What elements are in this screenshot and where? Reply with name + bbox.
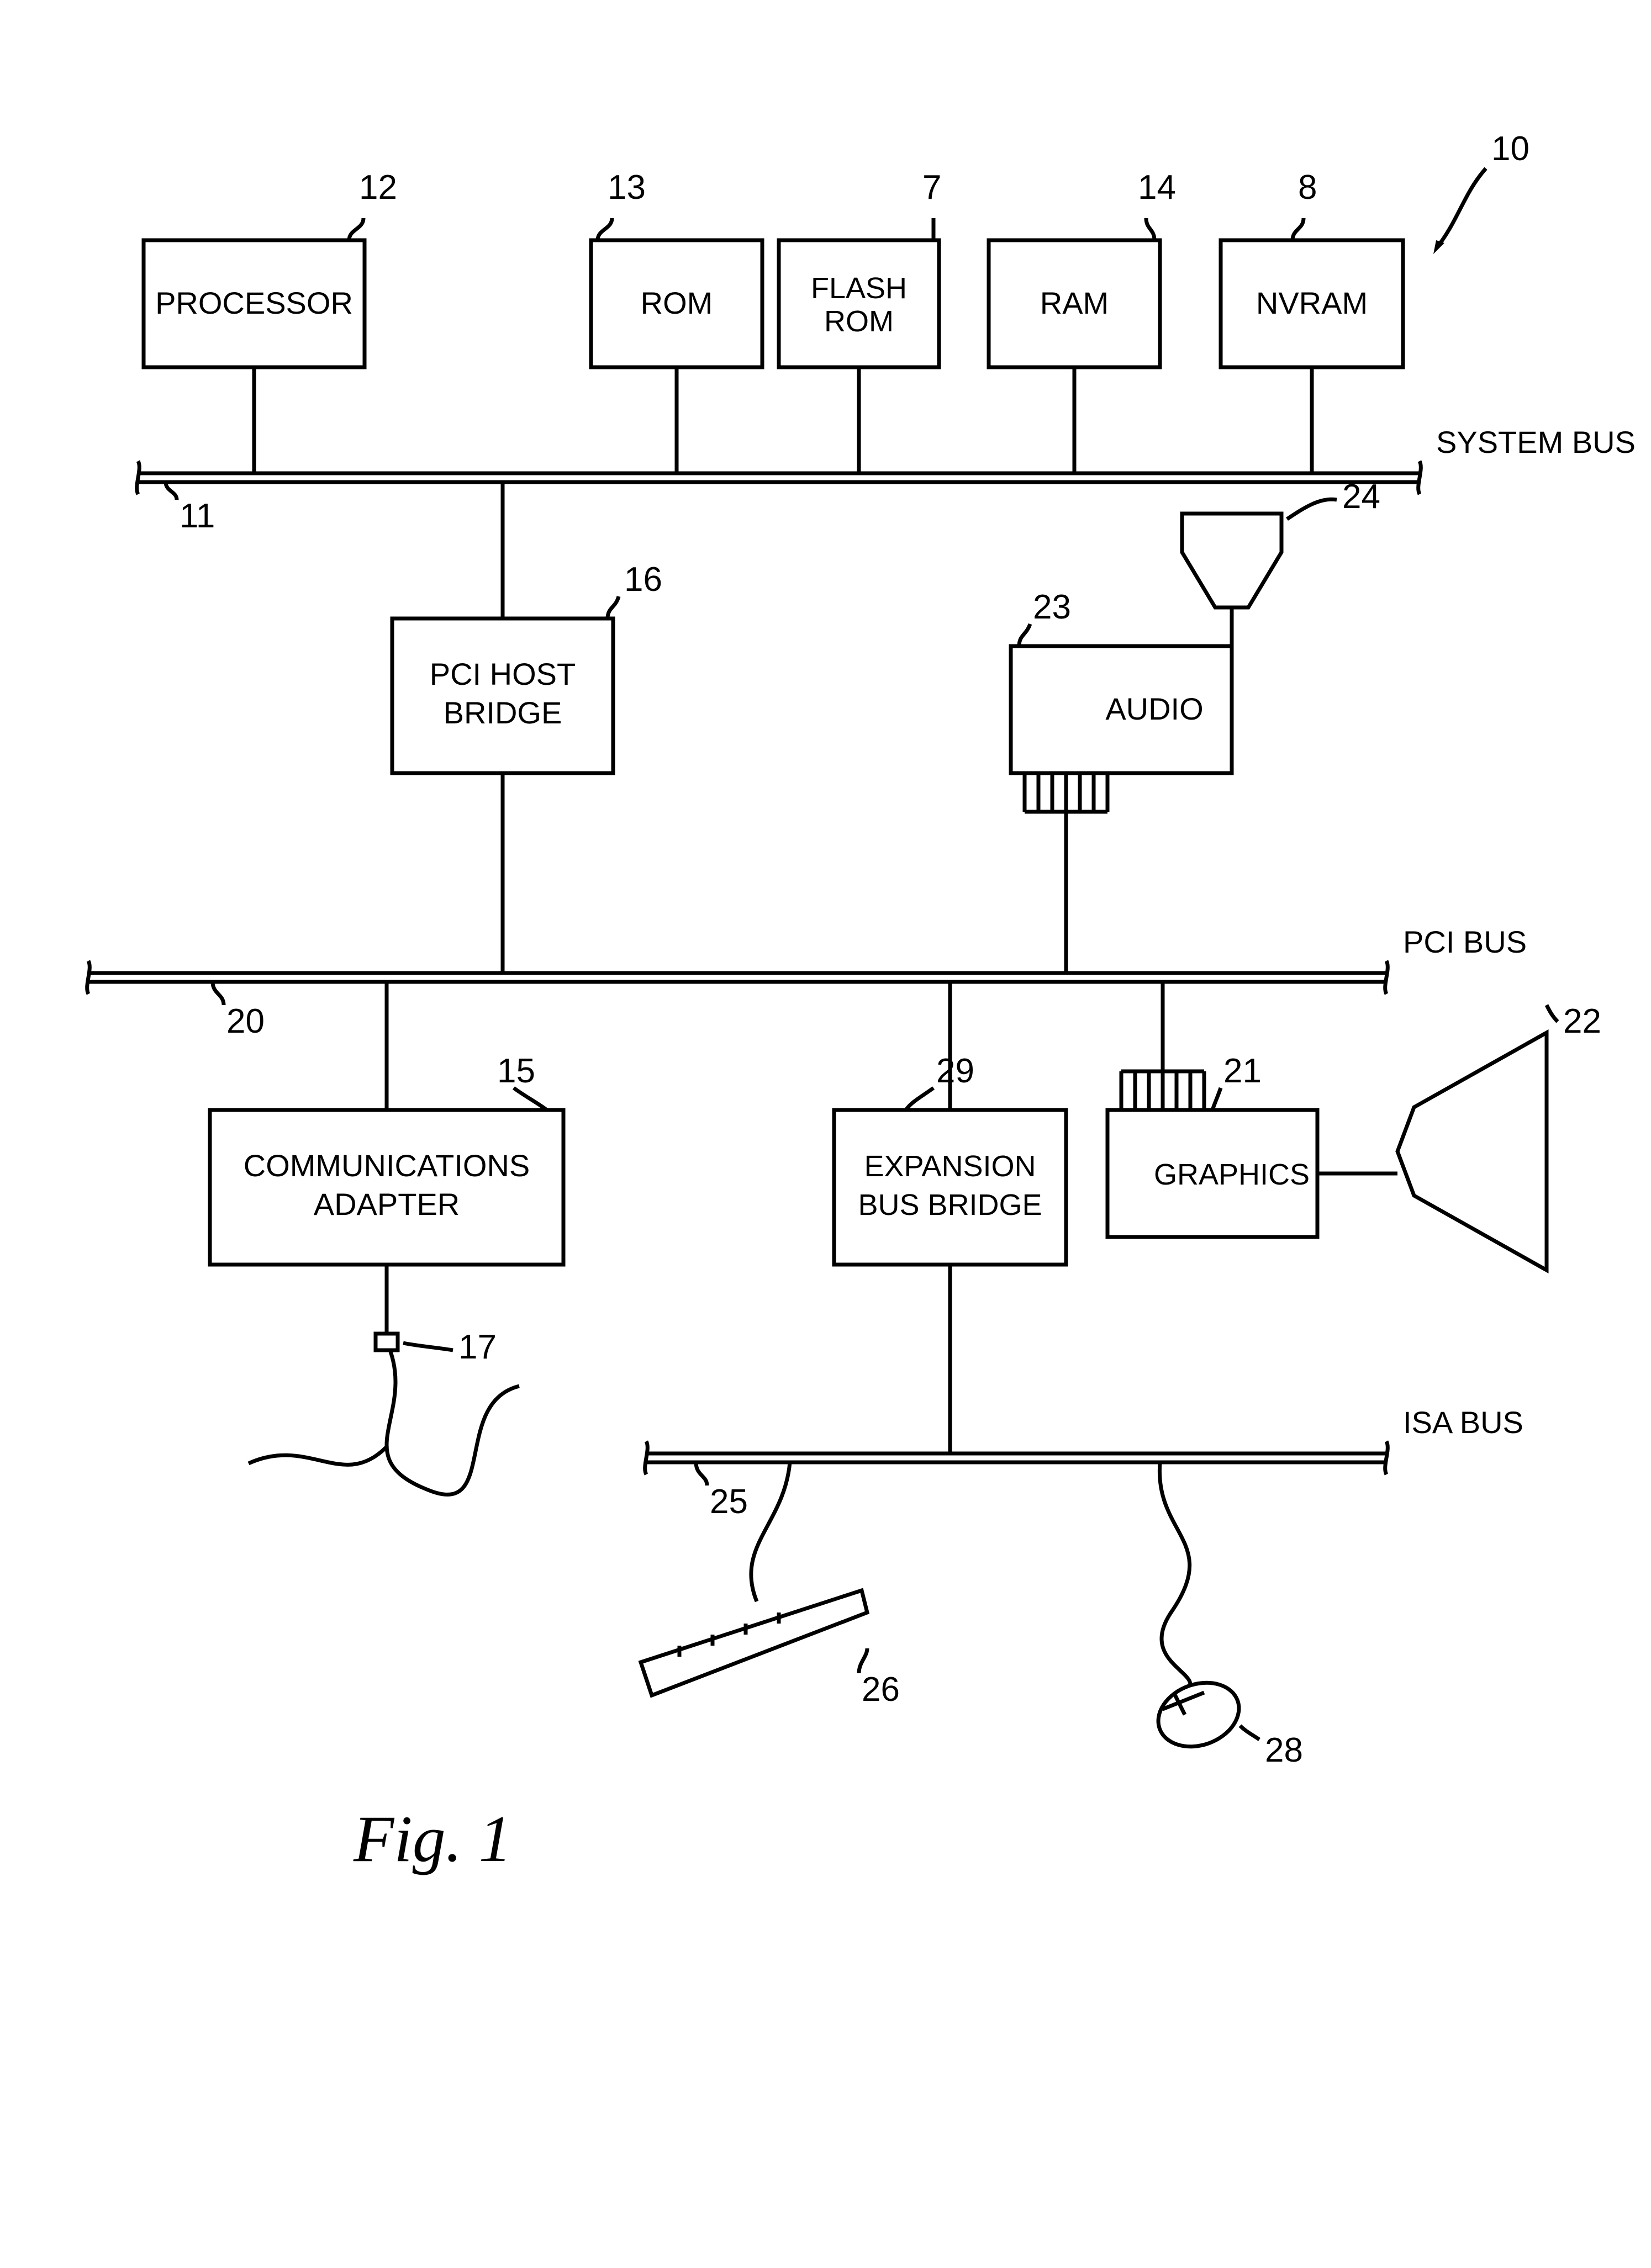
svg-text:28: 28: [1265, 1731, 1303, 1769]
svg-text:12: 12: [359, 168, 397, 207]
rom-label: ROM: [641, 286, 713, 320]
isa-bus: [645, 1441, 1388, 1474]
ref-system: 10: [1433, 130, 1529, 254]
nvram-label: NVRAM: [1256, 286, 1368, 320]
ref-keyboard: 26: [859, 1648, 900, 1709]
svg-text:26: 26: [862, 1670, 900, 1709]
ref-pci-bus: 20: [213, 982, 265, 1040]
svg-text:21: 21: [1223, 1052, 1262, 1090]
flash-rom-block: FLASH ROM: [779, 240, 939, 473]
processor-label: PROCESSOR: [155, 286, 353, 320]
graphics-label: GRAPHICS: [1154, 1158, 1310, 1191]
mouse-icon: [1149, 1462, 1248, 1757]
svg-text:10: 10: [1491, 130, 1529, 168]
svg-text:25: 25: [710, 1483, 748, 1521]
ram-label: RAM: [1040, 286, 1109, 320]
audio-block: AUDIO: [1011, 607, 1232, 973]
ram-block: RAM: [989, 240, 1160, 473]
svg-text:13: 13: [608, 168, 646, 207]
audio-label: AUDIO: [1105, 691, 1203, 726]
ref-comm-adapter: 15: [497, 1052, 547, 1110]
diagram-canvas: PROCESSOR ROM FLASH ROM RAM NVRAM PCI HO…: [0, 0, 1651, 2268]
svg-text:8: 8: [1298, 168, 1317, 207]
pci-bus: [87, 961, 1388, 994]
svg-text:17: 17: [458, 1328, 497, 1366]
graphics-block: GRAPHICS: [1107, 982, 1397, 1237]
expansion-label-1: EXPANSION: [864, 1150, 1036, 1183]
ref-graphics: 21: [1212, 1052, 1262, 1110]
ref-processor: 12: [349, 168, 397, 240]
svg-text:29: 29: [936, 1052, 974, 1090]
pci-bus-label: PCI BUS: [1403, 924, 1527, 959]
rom-block: ROM: [591, 240, 762, 473]
ref-system-bus: 11: [166, 482, 215, 535]
svg-text:11: 11: [180, 497, 215, 535]
svg-text:22: 22: [1563, 1002, 1601, 1040]
isa-bus-label: ISA BUS: [1403, 1405, 1523, 1440]
svg-text:24: 24: [1342, 478, 1380, 516]
ref-audio: 23: [1019, 588, 1071, 646]
system-bus-label: SYSTEM BUS: [1436, 425, 1636, 459]
comm-adapter-label-2: ADAPTER: [314, 1187, 460, 1222]
svg-text:14: 14: [1138, 168, 1176, 207]
svg-text:23: 23: [1033, 588, 1071, 626]
monitor-icon: [1397, 1033, 1547, 1270]
processor-block: PROCESSOR: [144, 240, 365, 473]
ref-network: 17: [403, 1328, 497, 1366]
speaker-icon: [1182, 514, 1281, 607]
ref-flash-rom: 7: [922, 168, 941, 240]
flash-rom-label-l2: ROM: [824, 305, 894, 338]
svg-text:16: 16: [624, 561, 662, 599]
comm-adapter-label-1: COMMUNICATIONS: [244, 1148, 530, 1183]
ref-rom: 13: [598, 168, 646, 240]
ref-expansion: 29: [906, 1052, 974, 1110]
pci-host-bridge-block: PCI HOST BRIDGE: [392, 482, 613, 973]
expansion-label-2: BUS BRIDGE: [858, 1188, 1042, 1222]
keyboard-icon: [641, 1462, 867, 1695]
system-bus: [137, 461, 1421, 494]
svg-text:15: 15: [497, 1052, 535, 1090]
ref-monitor: 22: [1547, 1002, 1601, 1040]
pci-host-bridge-label-1: PCI HOST: [430, 657, 576, 691]
flash-rom-label-l1: FLASH: [811, 272, 907, 305]
figure-label: Fig. 1: [353, 1802, 512, 1875]
nvram-block: NVRAM: [1221, 240, 1403, 473]
pci-host-bridge-label-2: BRIDGE: [444, 695, 562, 730]
ref-mouse: 28: [1240, 1726, 1303, 1769]
ref-nvram: 8: [1293, 168, 1317, 240]
svg-text:20: 20: [226, 1002, 265, 1040]
ref-pci-host-bridge: 16: [608, 561, 662, 618]
svg-text:7: 7: [922, 168, 941, 207]
ref-ram: 14: [1138, 168, 1176, 240]
ref-isa-bus: 25: [696, 1462, 748, 1521]
